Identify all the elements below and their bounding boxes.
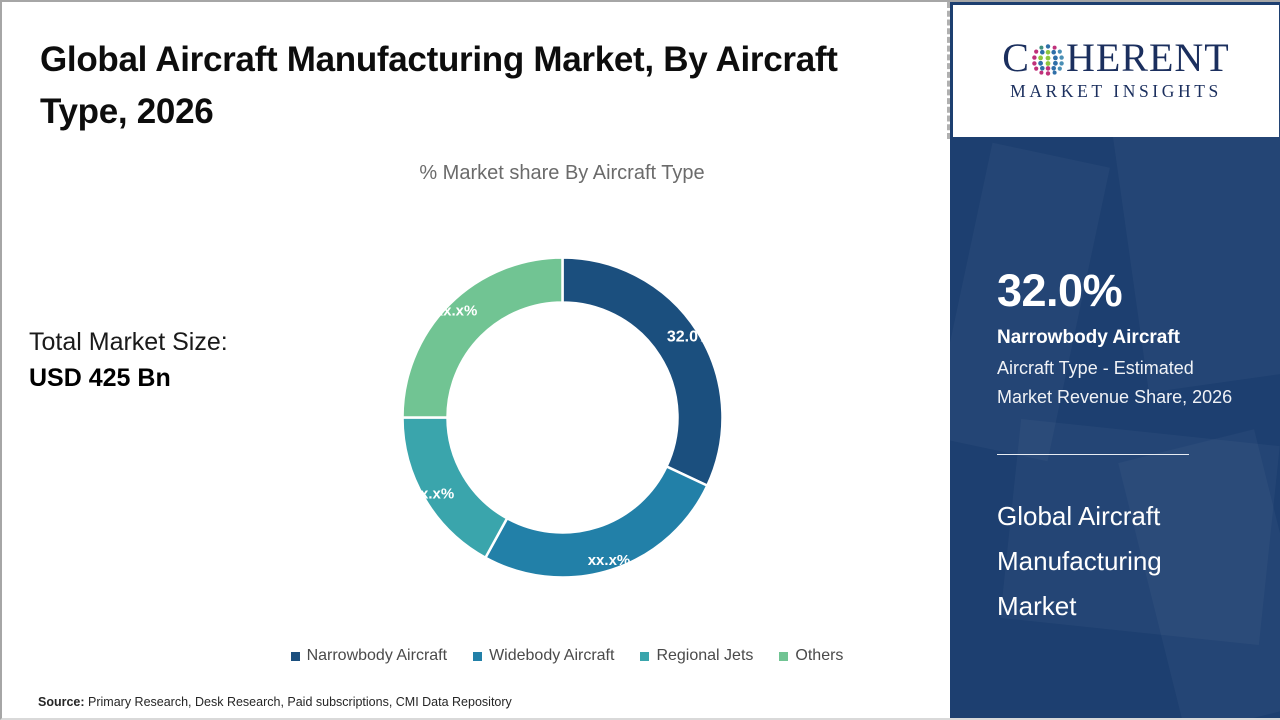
donut-slice-label: xx.x% <box>588 552 631 569</box>
globe-dots-svg <box>1032 43 1064 76</box>
logo-word-part1: C <box>1002 34 1030 80</box>
donut-slice-label: xx.x% <box>435 303 478 320</box>
logo-subtitle: MARKET INSIGHTS <box>1010 80 1222 101</box>
panel-divider-line <box>997 454 1189 455</box>
donut-slice-group <box>401 256 724 579</box>
donut-slice-label: 32.0% <box>667 328 712 345</box>
legend-label: Narrowbody Aircraft <box>306 647 448 664</box>
panel-texture-shape <box>1113 111 1280 392</box>
highlight-description: Aircraft Type - Estimated Market Revenue… <box>997 358 1233 407</box>
legend-label: Regional Jets <box>656 647 754 664</box>
total-market-size-value: USD 425 Bn <box>29 364 171 392</box>
chart-subtitle: % Market share By Aircraft Type <box>419 162 705 184</box>
legend-label: Widebody Aircraft <box>489 647 615 664</box>
globe-dots-icon <box>1031 42 1065 76</box>
donut-slice <box>561 256 724 488</box>
vertical-dashed-divider <box>947 2 950 139</box>
legend-swatch-icon <box>640 651 650 661</box>
donut-slice-label: xx.x% <box>412 486 455 503</box>
highlight-percent: 32.0% <box>997 265 1123 316</box>
donut-chart-svg: 32.0% xx.x% xx.x% xx.x% <box>401 256 724 579</box>
chart-legend: Narrowbody Aircraft Widebody Aircraft Regi… <box>247 647 887 665</box>
page-title: Global Aircraft Manufacturing Market, By… <box>40 40 838 131</box>
logo-wordmark: C <box>1002 34 1230 80</box>
source-note: Source: Primary Research, Desk Research,… <box>38 695 512 709</box>
source-label: Source: <box>38 695 85 709</box>
legend-swatch-icon <box>290 651 300 661</box>
legend-item[interactable]: Narrowbody Aircraft <box>290 647 448 665</box>
legend-swatch-icon <box>473 651 483 661</box>
logo-inner: C <box>1002 34 1230 102</box>
legend-item[interactable]: Regional Jets <box>640 647 753 665</box>
donut-label-group: 32.0% xx.x% xx.x% xx.x% <box>412 303 713 570</box>
legend-item[interactable]: Widebody Aircraft <box>473 647 614 665</box>
legend-label: Others <box>795 647 844 664</box>
total-market-size-block: Total Market Size: USD 425 Bn <box>29 324 329 396</box>
logo-word-part2: HERENT <box>1065 34 1230 80</box>
donut-chart: 32.0% xx.x% xx.x% xx.x% <box>370 225 755 610</box>
donut-slice <box>401 256 564 419</box>
source-text: Primary Research, Desk Research, Paid su… <box>84 695 512 709</box>
total-market-size-label: Total Market Size: <box>29 328 228 356</box>
left-content-pane: Global Aircraft Manufacturing Market, By… <box>2 2 950 718</box>
company-logo: C <box>953 5 1279 137</box>
panel-market-name: Global Aircraft Manufacturing Market <box>997 501 1162 621</box>
legend-swatch-icon <box>779 651 789 661</box>
right-highlight-panel: C <box>950 2 1280 718</box>
highlight-segment-name: Narrowbody Aircraft <box>997 327 1180 348</box>
legend-item[interactable]: Others <box>779 647 843 665</box>
